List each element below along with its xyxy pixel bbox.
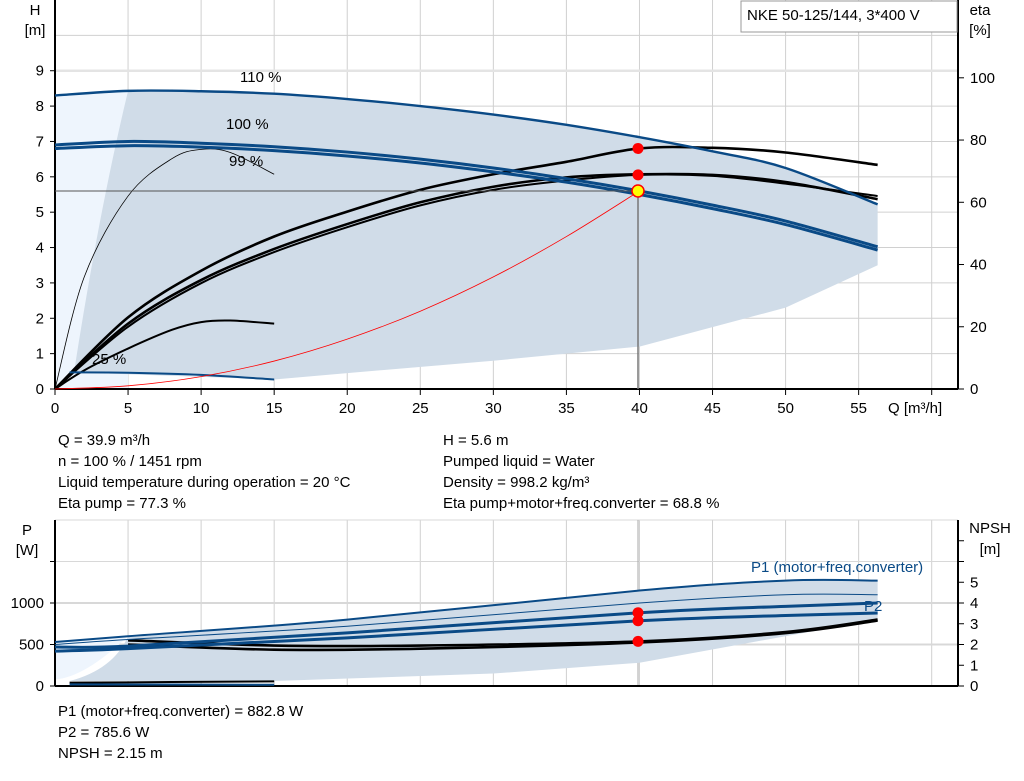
operating-envelope	[73, 90, 878, 380]
p-tick-label: 0	[36, 678, 44, 695]
eta-curve	[54, 172, 878, 390]
head-curve	[69, 371, 275, 381]
head-curve	[54, 144, 879, 252]
curve-label-110: 110 %	[240, 69, 281, 86]
y2-tick-label: 40	[970, 257, 987, 274]
y2-tick-label: 0	[970, 381, 978, 398]
eta-point	[632, 169, 644, 181]
x-tick-label: 10	[193, 400, 210, 417]
y2-tick-label: 20	[970, 319, 987, 336]
legend-p2: P2	[864, 598, 882, 615]
x-tick-label: 0	[51, 400, 59, 417]
x-tick-label: 30	[485, 400, 502, 417]
p1-point	[632, 607, 644, 619]
result-eta-pump: Eta pump = 77.3 %	[58, 495, 186, 512]
results-right: H = 5.6 m Pumped liquid = Water Density …	[443, 430, 719, 514]
result-p1: P1 (motor+freq.converter) = 882.8 W	[58, 703, 304, 720]
eta-curve	[54, 148, 275, 390]
y-tick-label: 9	[36, 63, 44, 80]
y-tick-label: 6	[36, 169, 44, 186]
result-flow: Q = 39.9 m³/h	[58, 432, 151, 449]
curve-label-99: 99 %	[229, 153, 263, 170]
npsh-curve	[128, 619, 878, 652]
eta-curve	[54, 173, 878, 390]
npsh-tick-label: 3	[970, 616, 978, 633]
npsh-point	[632, 635, 644, 647]
y-tick-label: 7	[36, 133, 44, 150]
y2-tick-label: 80	[970, 132, 987, 149]
chart-title: NKE 50-125/144, 3*400 V	[747, 7, 920, 24]
x-tick-label: 25	[412, 400, 429, 417]
power-curve	[54, 611, 878, 653]
npsh-axis-label-name: NPSH	[969, 520, 1011, 537]
p-tick-label: 1000	[11, 595, 44, 612]
result-liquid: Pumped liquid = Water	[443, 453, 595, 470]
head-curve	[54, 139, 879, 249]
x-tick-label: 55	[850, 400, 867, 417]
duty-point	[631, 184, 645, 198]
result-npsh: NPSH = 2.15 m	[58, 745, 163, 762]
x-tick-label: 50	[777, 400, 794, 417]
system-curve	[54, 190, 640, 390]
p-axis-label-name: P	[22, 522, 32, 539]
curve-label-100: 100 %	[226, 116, 269, 133]
head-curve	[54, 89, 879, 206]
power-curve	[69, 680, 275, 684]
y-tick-label: 4	[36, 240, 44, 257]
y-tick-label: 2	[36, 310, 44, 327]
y-axis-label-unit: [m]	[25, 22, 46, 39]
results-bottom: P1 (motor+freq.converter) = 882.8 W P2 =…	[58, 701, 303, 764]
p2-point	[632, 615, 644, 627]
result-eta-total: Eta pump+motor+freq.converter = 68.8 %	[443, 495, 720, 512]
y-tick-label: 0	[36, 381, 44, 398]
y-tick-label: 3	[36, 275, 44, 292]
npsh-tick-label: 1	[970, 657, 978, 674]
power-curve	[54, 601, 878, 649]
x-tick-label: 40	[631, 400, 648, 417]
p-axis-label-unit: [W]	[16, 542, 39, 559]
y2-tick-label: 60	[970, 194, 987, 211]
result-speed: n = 100 % / 1451 rpm	[58, 453, 202, 470]
result-head: H = 5.6 m	[443, 432, 509, 449]
x-tick-label: 20	[339, 400, 356, 417]
curve-label-25: 25 %	[92, 351, 126, 368]
p-tick-label: 500	[19, 637, 44, 654]
npsh-tick-label: 4	[970, 595, 978, 612]
y2-axis-label-unit: [%]	[969, 22, 991, 39]
x-tick-label: 35	[558, 400, 575, 417]
eta-point	[632, 142, 644, 154]
legend-p1: P1 (motor+freq.converter)	[751, 559, 923, 576]
eta-curve	[54, 319, 275, 390]
npsh-tick-label: 5	[970, 574, 978, 591]
eta-curve	[54, 145, 878, 390]
y-tick-label: 8	[36, 98, 44, 115]
x-tick-label: 45	[704, 400, 721, 417]
title-box	[740, 0, 958, 33]
npsh-tick-label: 0	[970, 678, 978, 695]
x-tick-label: 15	[266, 400, 283, 417]
y2-tick-label: 100	[970, 70, 995, 87]
npsh-tick-label: 2	[970, 637, 978, 654]
y-axis-label-name: H	[30, 2, 41, 19]
y-tick-label: 1	[36, 346, 44, 363]
result-temperature: Liquid temperature during operation = 20…	[58, 474, 351, 491]
results-left: Q = 39.9 m³/h n = 100 % / 1451 rpm Liqui…	[58, 430, 350, 514]
power-curve	[54, 578, 878, 644]
result-density: Density = 998.2 kg/m³	[443, 474, 590, 491]
x-tick-label: 5	[124, 400, 132, 417]
x-axis-label: Q [m³/h]	[888, 400, 942, 417]
y-tick-label: 5	[36, 204, 44, 221]
result-p2: P2 = 785.6 W	[58, 724, 150, 741]
y2-axis-label-name: eta	[970, 2, 992, 19]
npsh-axis-label-unit: [m]	[980, 541, 1001, 558]
power-curve	[54, 593, 878, 645]
